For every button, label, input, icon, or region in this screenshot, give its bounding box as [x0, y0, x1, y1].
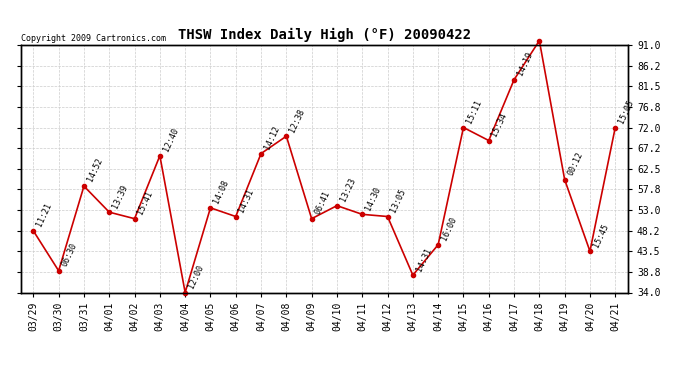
Text: 14:31: 14:31	[237, 187, 256, 214]
Text: 14:19: 14:19	[515, 51, 534, 77]
Text: 06:41: 06:41	[313, 189, 332, 216]
Text: 15:05: 15:05	[617, 98, 635, 125]
Text: 14:31: 14:31	[414, 246, 433, 272]
Text: 12:40: 12:40	[161, 126, 180, 153]
Text: 13:23: 13:23	[338, 176, 357, 203]
Text: 11:21: 11:21	[34, 202, 53, 228]
Text: 06:30: 06:30	[60, 242, 79, 268]
Title: THSW Index Daily High (°F) 20090422: THSW Index Daily High (°F) 20090422	[178, 28, 471, 42]
Text: 15:45: 15:45	[591, 222, 610, 249]
Text: 15:11: 15:11	[465, 98, 484, 125]
Text: 12:00: 12:00	[186, 263, 205, 290]
Text: 16:00: 16:00	[440, 216, 458, 242]
Text: 00:12: 00:12	[566, 150, 584, 177]
Text: 14:30: 14:30	[364, 185, 382, 211]
Text: Copyright 2009 Cartronics.com: Copyright 2009 Cartronics.com	[21, 33, 166, 42]
Text: 13:05: 13:05	[389, 187, 408, 214]
Text: 14:52: 14:52	[86, 157, 104, 183]
Text: 14:53: 14:53	[0, 374, 1, 375]
Text: 15:41: 15:41	[136, 189, 155, 216]
Text: 15:34: 15:34	[490, 111, 509, 138]
Text: 13:39: 13:39	[110, 183, 129, 209]
Text: 14:12: 14:12	[262, 124, 281, 151]
Text: 12:38: 12:38	[288, 107, 306, 134]
Text: 14:08: 14:08	[212, 178, 230, 205]
